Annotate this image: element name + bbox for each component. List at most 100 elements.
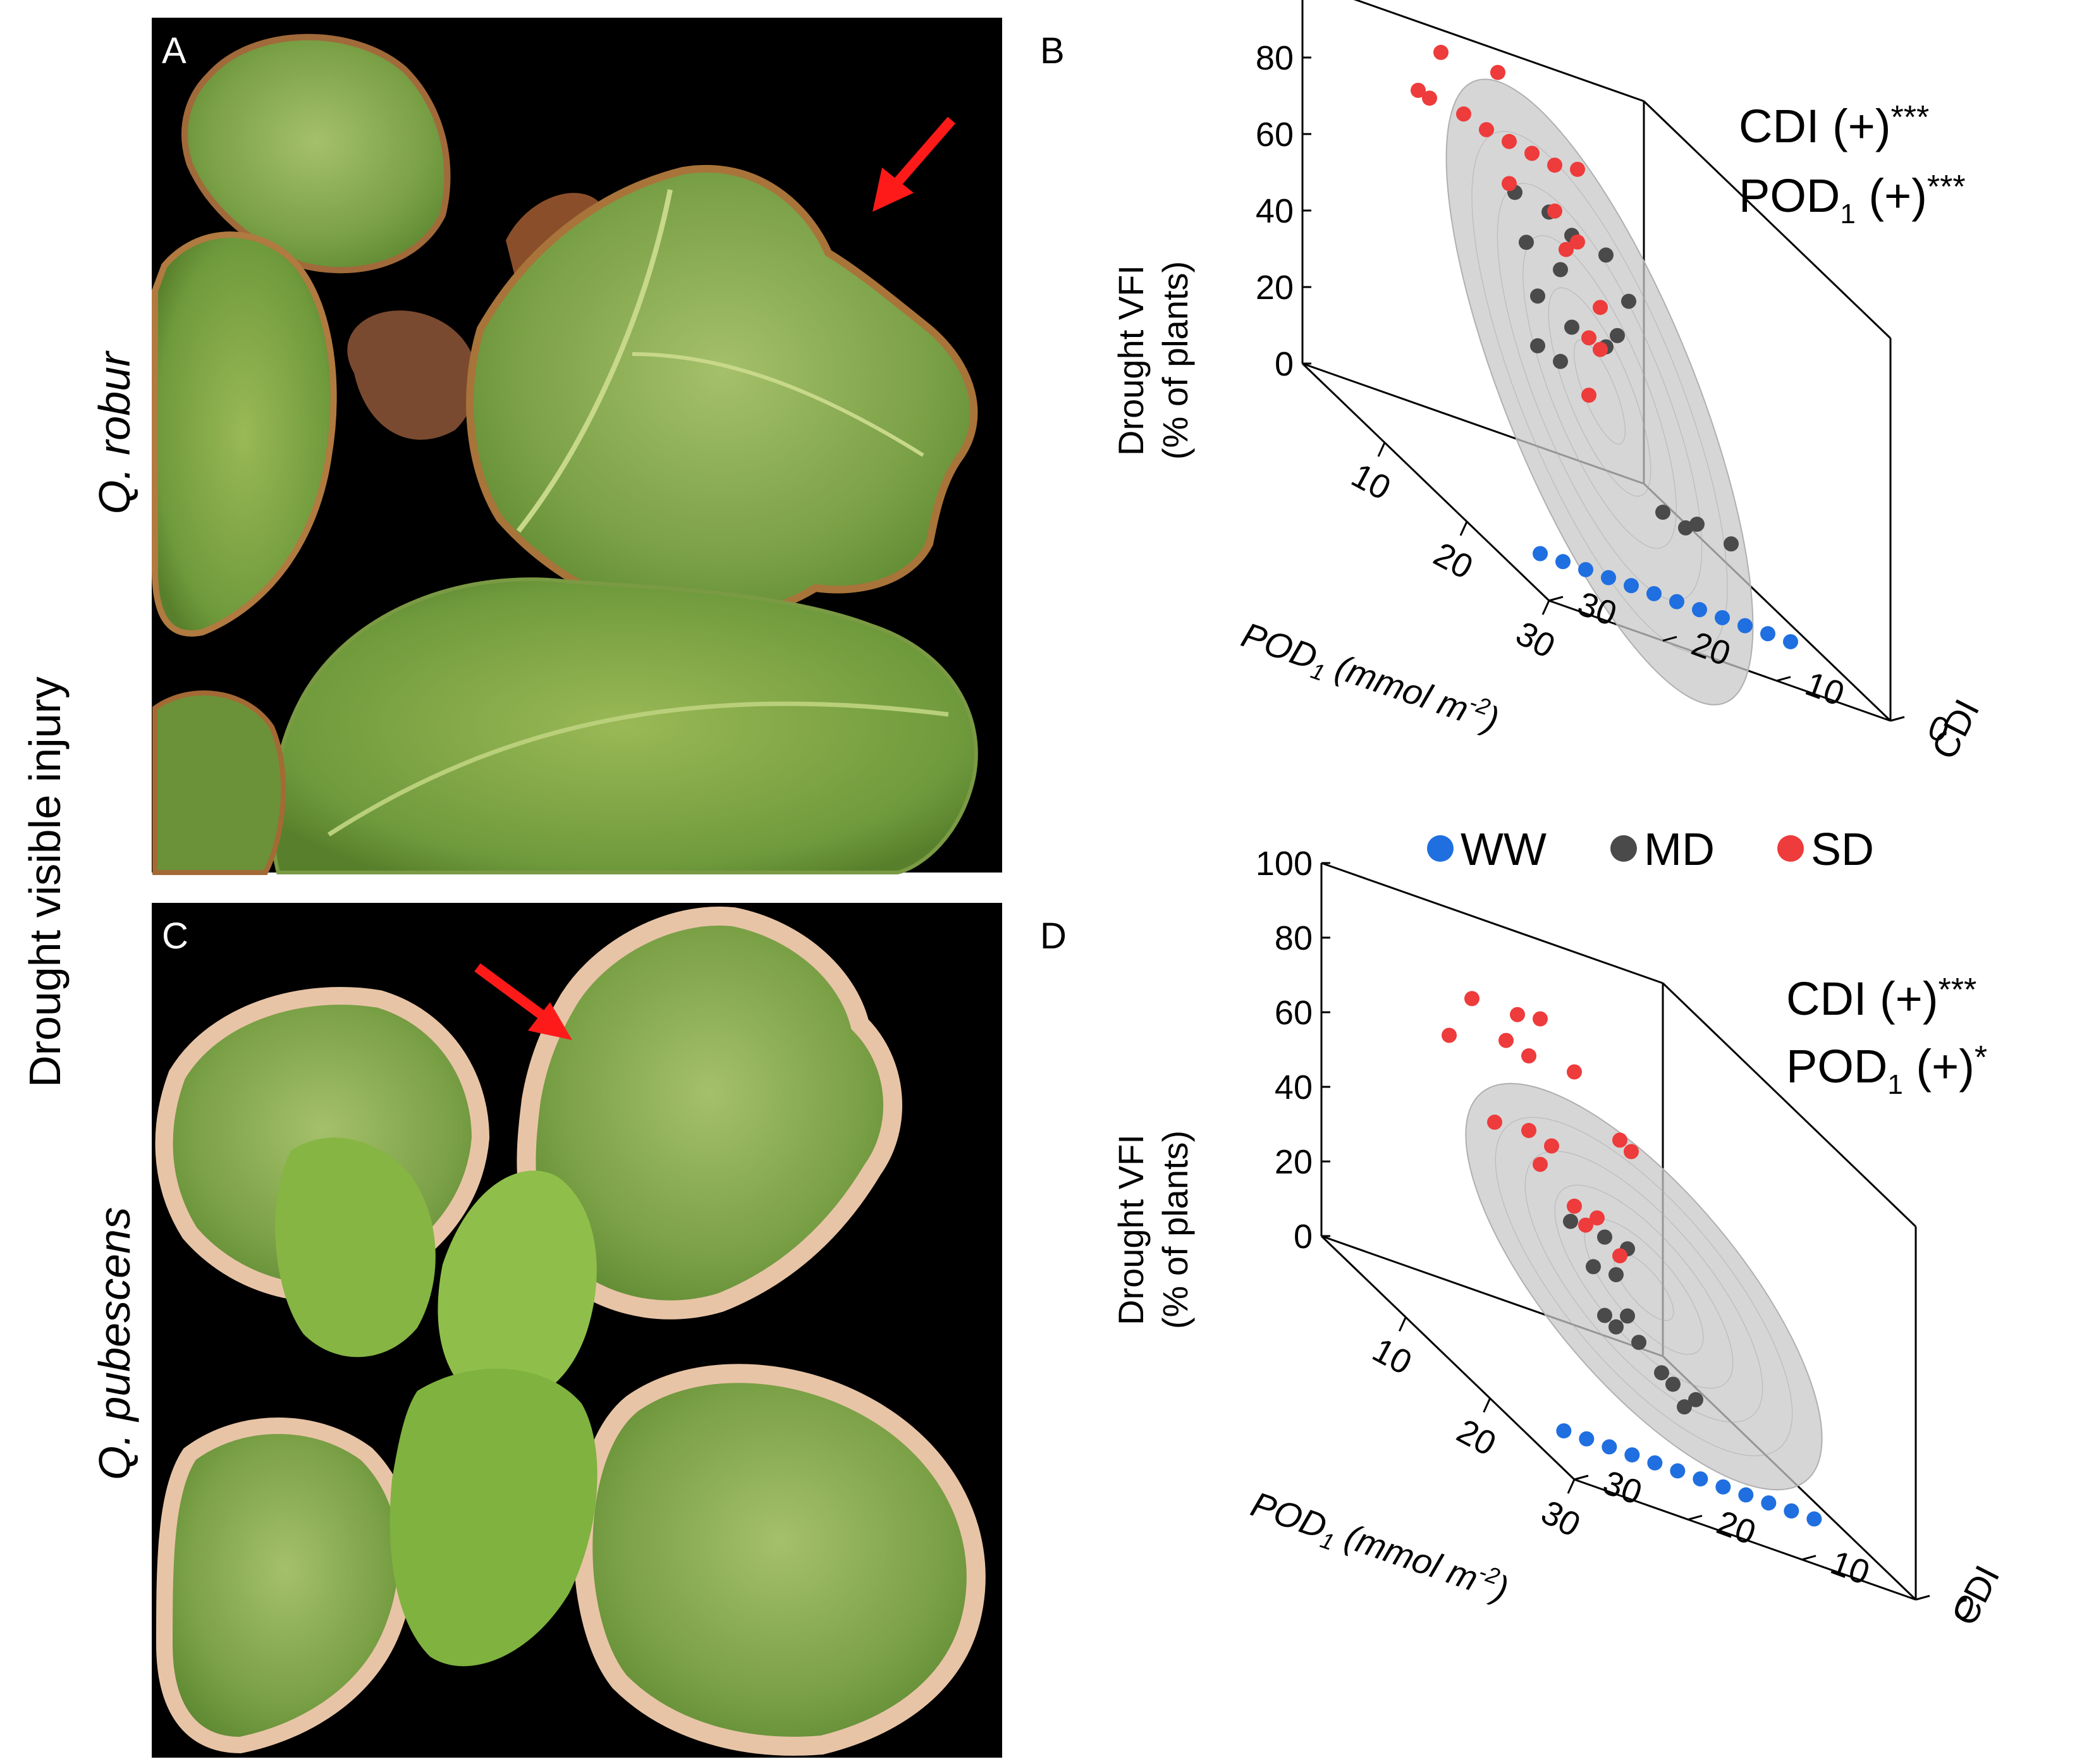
fit-ellipsoid-contour bbox=[1548, 287, 1651, 497]
chart-d-xlabel: POD1 (mmol m-2) bbox=[1244, 1481, 1514, 1614]
x-tick-mark bbox=[1541, 600, 1550, 615]
data-point-sd bbox=[1559, 242, 1574, 257]
chart-b-xlabel: POD1 (mmol m-2) bbox=[1235, 612, 1505, 744]
data-point-md bbox=[1598, 247, 1614, 263]
data-point-sd bbox=[1456, 106, 1471, 122]
data-point-sd bbox=[1524, 145, 1540, 161]
data-point-sd bbox=[1570, 234, 1585, 250]
y-tick-mark bbox=[1548, 596, 1564, 602]
z-tick-label: 60 bbox=[1256, 116, 1294, 154]
axis-edge-4 bbox=[1353, 0, 1645, 102]
data-point-md bbox=[1610, 328, 1625, 343]
fit-ellipsoid-contour bbox=[1471, 131, 1728, 653]
data-point-sd bbox=[1567, 1064, 1582, 1080]
y-tick-mark bbox=[1890, 716, 1905, 722]
chart-d-stat-pod: POD1 (+)* bbox=[1786, 1039, 1987, 1100]
x-tick-label: 30 bbox=[1510, 615, 1561, 666]
data-point-md bbox=[1597, 1308, 1612, 1323]
y-tick-label: 10 bbox=[1826, 1543, 1875, 1592]
data-point-ww bbox=[1760, 626, 1775, 642]
fit-ellipsoid bbox=[1465, 1082, 1823, 1491]
data-point-sd bbox=[1502, 176, 1517, 192]
legend-label-sd: SD bbox=[1811, 824, 1874, 875]
chart-d-points bbox=[1442, 991, 1822, 1527]
data-point-md bbox=[1564, 319, 1579, 335]
chart-d-stat-cdi: CDI (+)*** bbox=[1786, 972, 1976, 1025]
data-point-md bbox=[1678, 520, 1693, 536]
data-point-sd bbox=[1593, 341, 1608, 357]
oak-leaves-robur bbox=[152, 34, 978, 875]
z-tick-label: 40 bbox=[1256, 192, 1294, 230]
data-point-ww bbox=[1601, 570, 1616, 585]
data-point-ww bbox=[1555, 554, 1571, 570]
panel-letter-a: A bbox=[162, 30, 187, 71]
data-point-sd bbox=[1581, 388, 1596, 403]
data-point-sd bbox=[1581, 330, 1596, 346]
data-point-sd bbox=[1479, 122, 1494, 138]
data-point-sd bbox=[1422, 90, 1437, 106]
oak-leaves-pubescens bbox=[155, 906, 986, 1756]
data-point-sd bbox=[1578, 1217, 1593, 1233]
photo-panel-c: C bbox=[152, 903, 1002, 1758]
chart-b-ylabel: CDI bbox=[1924, 693, 1987, 766]
data-point-sd bbox=[1487, 1114, 1502, 1130]
fit-ellipsoid-contour bbox=[1524, 1151, 1763, 1423]
data-point-sd bbox=[1442, 1027, 1457, 1043]
side-label: Drought visible injury bbox=[20, 677, 70, 1087]
data-point-md bbox=[1553, 262, 1568, 278]
data-point-sd bbox=[1547, 157, 1562, 173]
chart-b-points bbox=[1411, 44, 1798, 649]
legend-swatch-md bbox=[1610, 835, 1637, 862]
species-label-a: Q. robur bbox=[90, 350, 139, 514]
x-tick-label: 20 bbox=[1451, 1412, 1502, 1463]
species-label-c: Q. pubescens bbox=[90, 1207, 139, 1480]
data-point-md bbox=[1631, 1335, 1646, 1351]
chart-d-zlabel-line2: (% of plants) bbox=[1155, 1130, 1195, 1329]
z-tick-label: 20 bbox=[1275, 1143, 1313, 1181]
data-point-sd bbox=[1624, 1144, 1639, 1160]
z-tick-label: 0 bbox=[1275, 345, 1294, 383]
x-tick-mark bbox=[1377, 442, 1386, 457]
axis-edge-4 bbox=[1321, 862, 1663, 984]
data-point-md bbox=[1665, 1376, 1681, 1392]
data-point-sd bbox=[1521, 1123, 1536, 1139]
z-tick-label: 0 bbox=[1294, 1218, 1313, 1256]
panel-letter-b: B bbox=[1040, 30, 1065, 71]
data-point-md bbox=[1689, 517, 1705, 532]
axis-edge-pod bbox=[1320, 1235, 1576, 1481]
data-point-ww bbox=[1761, 1495, 1777, 1511]
chart-b-stat-pod: POD1 (+)*** bbox=[1739, 169, 1966, 230]
data-point-md bbox=[1688, 1392, 1703, 1407]
data-point-md bbox=[1530, 288, 1545, 304]
legend-label-md: MD bbox=[1644, 824, 1715, 875]
z-tick-label: 100 bbox=[1256, 845, 1313, 883]
data-point-md bbox=[1519, 235, 1534, 250]
data-point-ww bbox=[1783, 634, 1798, 649]
data-point-md bbox=[1597, 1229, 1612, 1245]
data-point-ww bbox=[1737, 618, 1753, 634]
data-point-ww bbox=[1806, 1511, 1822, 1527]
legend-label-ww: WW bbox=[1461, 824, 1547, 875]
chart-b-stat-cdi: CDI (+)*** bbox=[1739, 99, 1929, 152]
data-point-sd bbox=[1498, 1032, 1514, 1048]
data-point-md bbox=[1530, 338, 1545, 353]
z-tick-label: 20 bbox=[1256, 269, 1294, 307]
data-point-ww bbox=[1693, 1471, 1708, 1487]
x-tick-label: 10 bbox=[1366, 1331, 1418, 1382]
fit-ellipsoid-contour bbox=[1495, 1117, 1793, 1457]
data-point-sd bbox=[1612, 1132, 1627, 1148]
y-tick-mark bbox=[1776, 676, 1791, 682]
arrow-marker-c bbox=[474, 963, 572, 1040]
x-tick-mark bbox=[1483, 1398, 1492, 1413]
y-tick-mark bbox=[1662, 635, 1677, 642]
z-tick-label: 40 bbox=[1275, 1069, 1313, 1106]
data-point-ww bbox=[1670, 1463, 1686, 1479]
x-tick-mark bbox=[1567, 1479, 1576, 1494]
legend-swatch-ww bbox=[1427, 835, 1454, 862]
data-point-ww bbox=[1669, 594, 1684, 609]
data-point-sd bbox=[1433, 44, 1449, 60]
data-point-ww bbox=[1692, 602, 1707, 618]
data-point-md bbox=[1608, 1267, 1624, 1283]
